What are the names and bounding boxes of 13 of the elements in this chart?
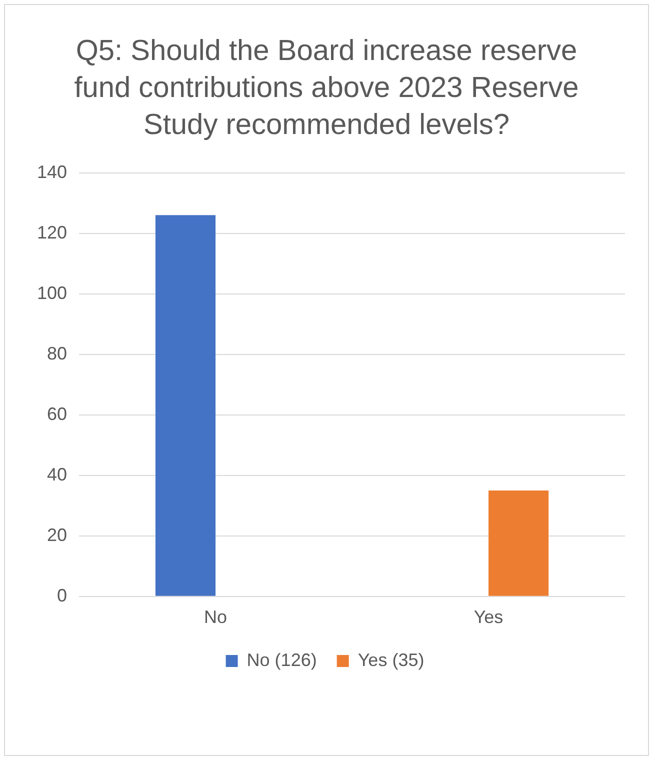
y-tick-label: 60 xyxy=(47,404,68,424)
x-tick-label: No xyxy=(204,607,228,628)
y-tick-label: 140 xyxy=(36,162,68,182)
y-tick-label: 0 xyxy=(57,585,68,606)
y-tick-label: 40 xyxy=(47,464,68,484)
y-tick-label: 80 xyxy=(47,343,68,364)
legend-label: No (126) xyxy=(246,650,317,670)
y-tick-label: 100 xyxy=(36,282,68,303)
y-tick-label: 120 xyxy=(36,222,68,242)
legend-label: Yes (35) xyxy=(358,650,424,670)
y-tick-label: 20 xyxy=(47,524,68,545)
x-tick-label: Yes xyxy=(474,607,504,628)
chart-title: Q5: Should the Board increase reserve fund contributions above 2023 Reserve Study recommended levels? xyxy=(73,34,580,143)
